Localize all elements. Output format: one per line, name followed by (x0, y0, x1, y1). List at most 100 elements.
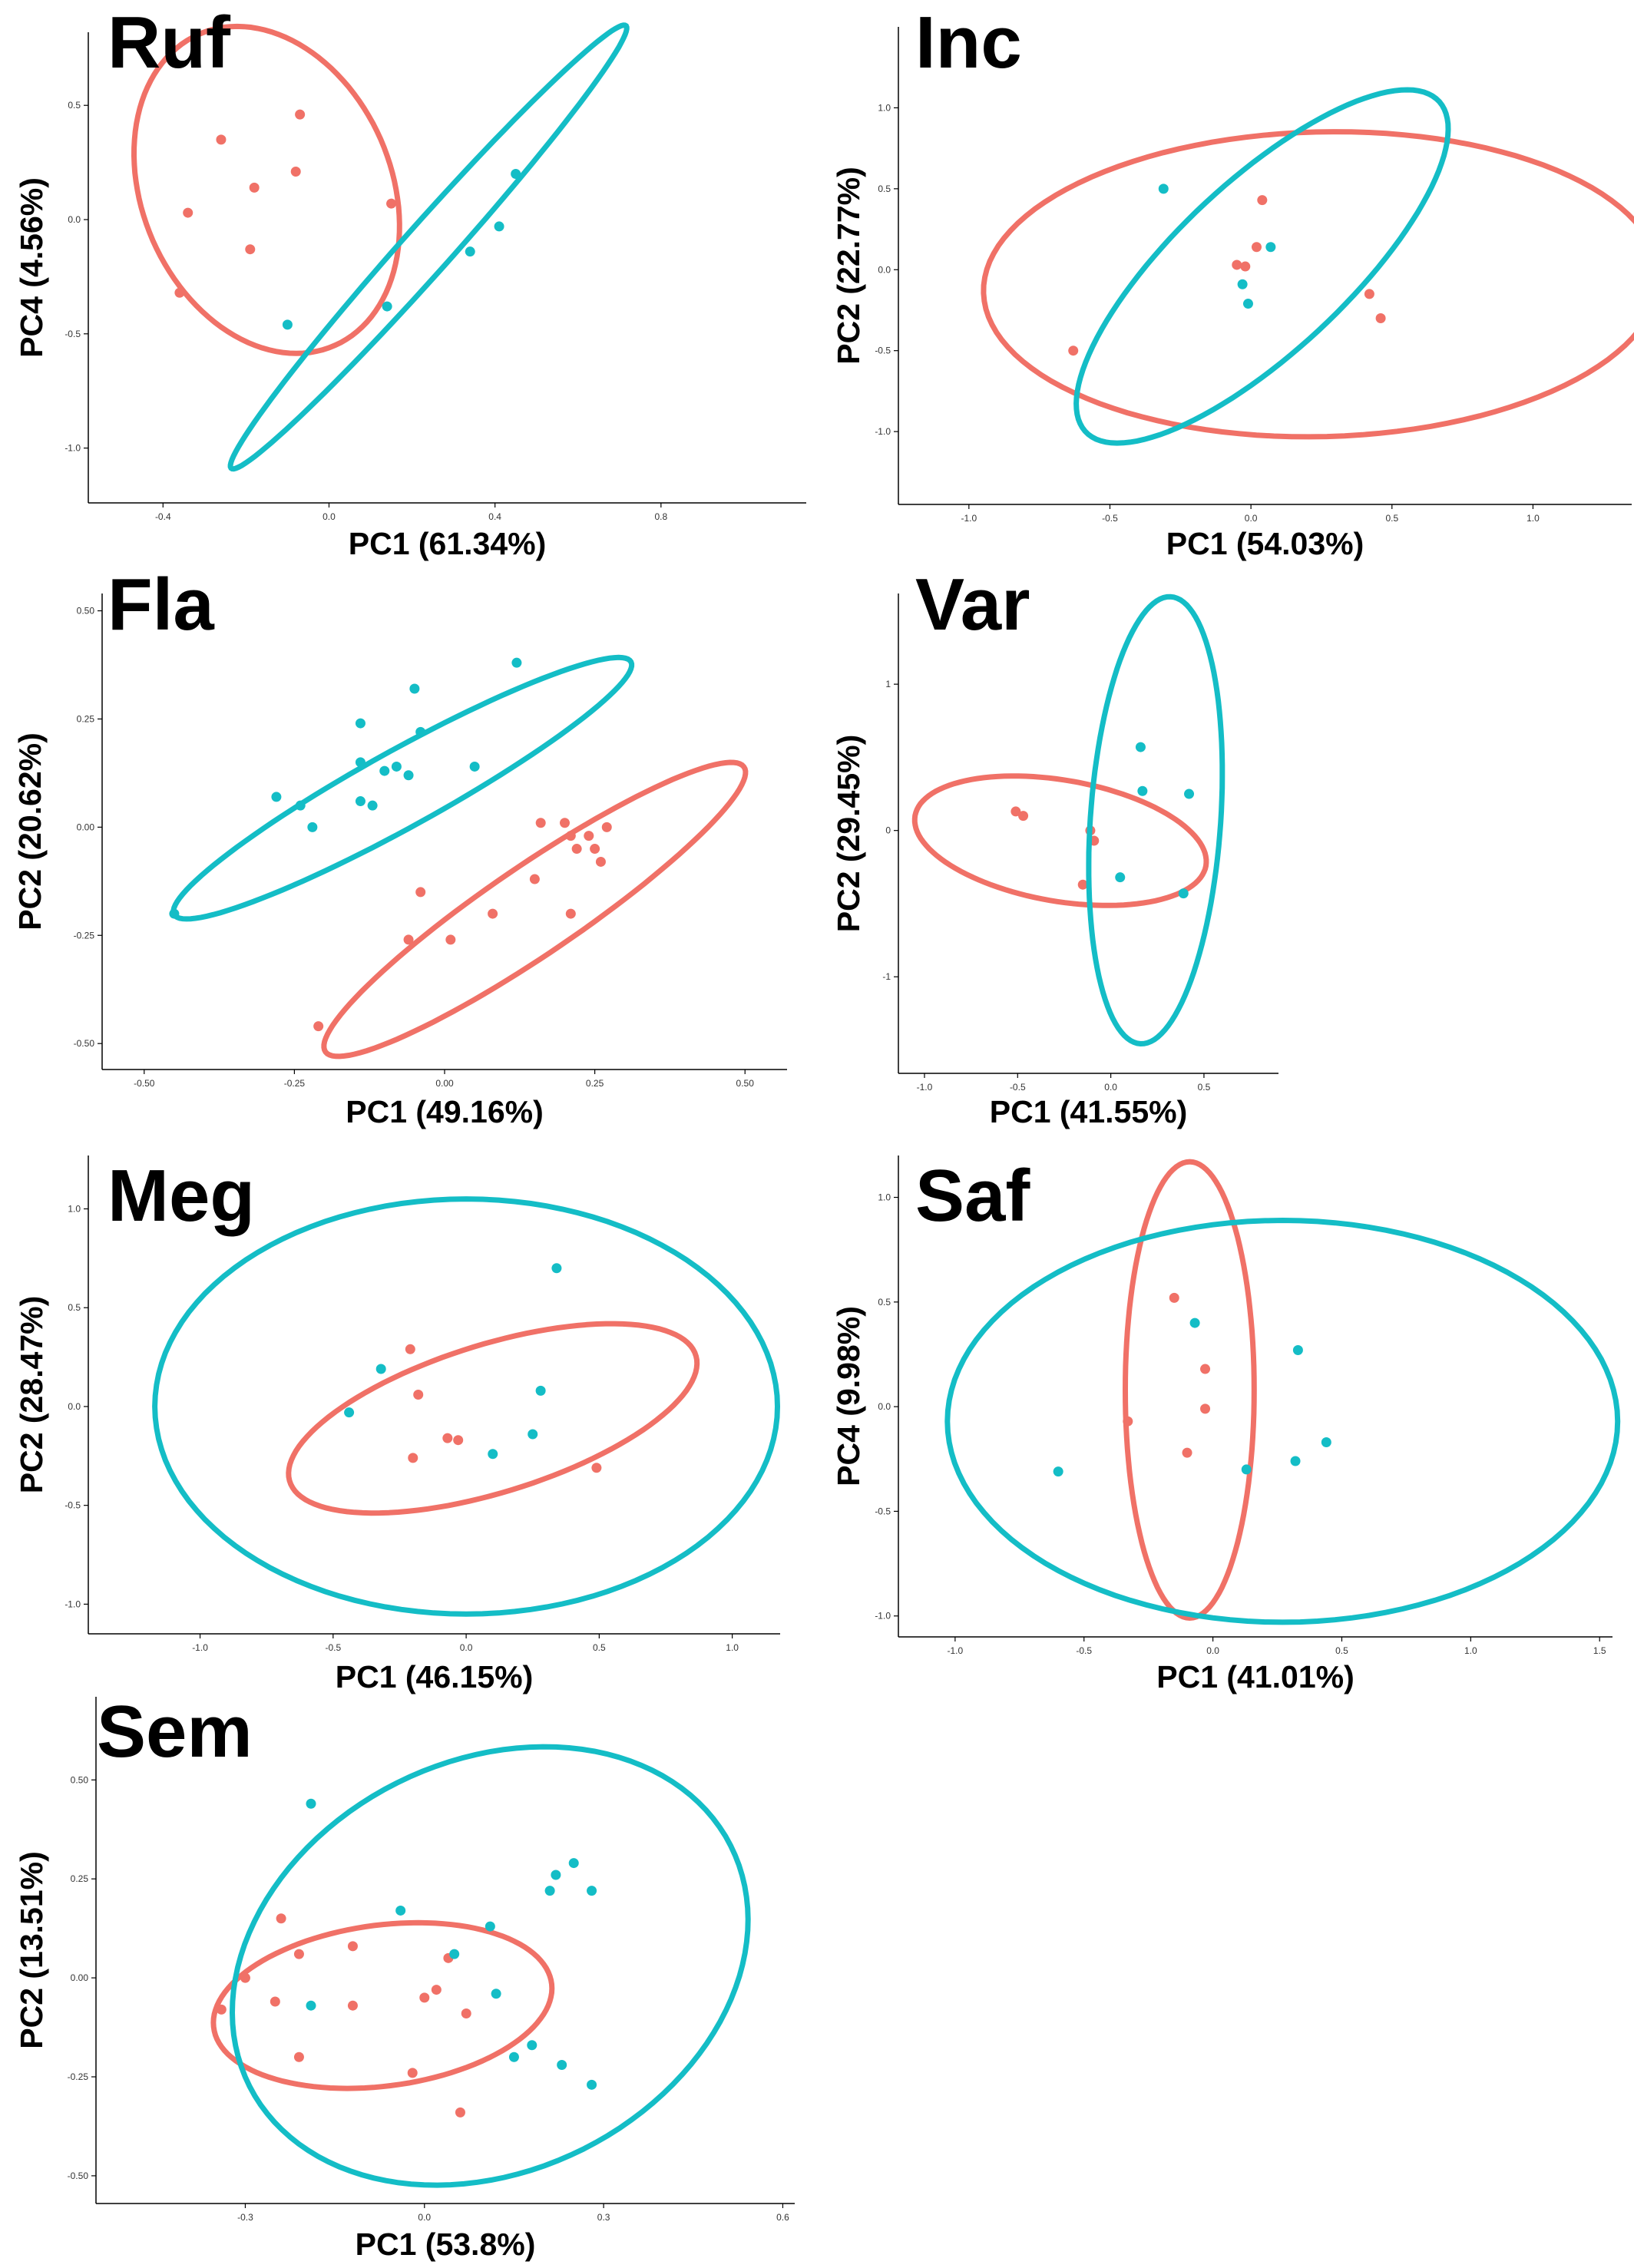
y-tick-label: 1.0 (68, 1204, 81, 1215)
data-point (584, 831, 594, 841)
data-point (1158, 183, 1169, 194)
data-point (391, 761, 402, 772)
x-tick-label: 0.0 (1104, 1082, 1117, 1093)
y-tick-label: -0.5 (875, 1506, 891, 1516)
data-point (1123, 1416, 1133, 1427)
data-point (403, 770, 414, 781)
data-point (485, 1921, 495, 1932)
x-tick-label: 0.4 (488, 511, 501, 522)
data-point (174, 287, 185, 298)
panel-title: Fla (108, 564, 214, 646)
x-tick-label: 0.0 (418, 2212, 431, 2223)
data-point (1257, 195, 1268, 206)
data-point (544, 1886, 555, 1896)
data-point (568, 1858, 579, 1869)
y-tick-label: -1 (882, 971, 891, 982)
x-tick-label: -0.4 (155, 511, 171, 522)
data-point (431, 1985, 442, 1995)
y-tick-label: 1.0 (878, 102, 891, 113)
data-point (344, 1407, 355, 1418)
x-tick-label: -1.0 (917, 1082, 933, 1093)
data-point (403, 934, 414, 945)
data-point (1321, 1437, 1331, 1447)
y-tick-label: 0.5 (68, 100, 81, 111)
y-axis-title: PC2 (28.47%) (14, 1296, 49, 1494)
x-tick-label: 0.50 (736, 1078, 755, 1089)
x-tick-label: 0.25 (586, 1078, 604, 1089)
y-tick-label: 0.00 (77, 822, 95, 832)
y-tick-label: -1.0 (64, 1599, 81, 1609)
data-point (306, 1798, 316, 1809)
y-tick-label: 0.0 (68, 1401, 81, 1412)
panel-title: Inc (915, 2, 1022, 84)
y-tick-label: 0.50 (71, 1774, 89, 1785)
x-axis-title: PC1 (46.15%) (336, 1659, 534, 1694)
data-point (535, 818, 546, 828)
data-point (590, 844, 600, 855)
data-point (551, 1263, 562, 1274)
x-tick-label: 1.0 (726, 1642, 739, 1653)
data-point (382, 301, 392, 312)
data-point (1011, 806, 1021, 817)
data-point (1241, 1464, 1252, 1475)
y-tick-label: 1.0 (878, 1192, 891, 1203)
data-point (1182, 1447, 1192, 1458)
data-point (465, 246, 475, 257)
data-point (347, 1941, 358, 1952)
data-point (1018, 811, 1029, 822)
data-point (565, 908, 576, 919)
y-tick-label: -0.5 (64, 1500, 81, 1511)
data-point (249, 182, 260, 193)
y-tick-label: 0.00 (71, 1972, 89, 1983)
data-point (1375, 313, 1386, 324)
data-point (461, 2008, 471, 2018)
confidence-ellipse (152, 1196, 781, 1617)
data-point (535, 1385, 546, 1396)
x-tick-label: 0.0 (322, 511, 336, 522)
x-tick-label: -0.5 (1102, 513, 1118, 524)
x-tick-label: -1.0 (192, 1642, 208, 1653)
data-point (488, 908, 498, 919)
confidence-ellipse (944, 1217, 1621, 1625)
y-axis-title: PC2 (20.62%) (12, 732, 48, 931)
chart-panel-meg: -1.0 -0.5 0.0 0.5 1.0 -1.0 -0.5 0.0 0.5 1.0 Meg PC1… (14, 1155, 781, 1694)
confidence-ellipse (1073, 87, 1451, 446)
data-point (379, 765, 390, 776)
y-axis-title: PC4 (9.98%) (831, 1306, 866, 1486)
panel-title: Ruf (108, 2, 231, 84)
x-tick-label: -0.5 (1076, 1645, 1092, 1656)
data-point (293, 2051, 304, 2062)
x-axis-title: PC1 (49.16%) (346, 1094, 544, 1129)
data-point (169, 908, 180, 919)
data-point (306, 2000, 316, 2011)
y-tick-label: 1 (885, 679, 891, 689)
data-point (1364, 289, 1374, 299)
x-tick-label: 0.5 (593, 1642, 606, 1653)
x-tick-label: -0.5 (325, 1642, 341, 1653)
data-point (355, 718, 366, 729)
data-point (270, 1996, 280, 2007)
data-point (1115, 872, 1126, 883)
x-axis-title: PC1 (54.03%) (1166, 526, 1364, 561)
data-point (1053, 1466, 1063, 1477)
data-point (1137, 785, 1148, 796)
data-point (1292, 1345, 1303, 1356)
y-tick-label: -0.25 (74, 930, 95, 941)
data-point (1068, 345, 1079, 356)
data-point (375, 1364, 386, 1374)
data-point (511, 168, 521, 179)
confidence-ellipse (227, 22, 630, 472)
chart-panel-sem: -0.3 0.0 0.3 0.6 -0.50 -0.25 0.00 0.25 0.50 Sem PC… (14, 1691, 795, 2262)
data-point (216, 134, 227, 145)
data-point (1184, 789, 1195, 799)
data-point (409, 683, 420, 694)
x-tick-label: 1.5 (1593, 1645, 1606, 1656)
x-tick-label: -1.0 (948, 1645, 964, 1656)
x-axis-title: PC1 (53.8%) (356, 2227, 536, 2262)
data-point (415, 887, 426, 898)
data-point (527, 2040, 538, 2051)
data-point (1189, 1317, 1200, 1328)
data-point (1265, 242, 1276, 253)
confidence-ellipse (321, 759, 749, 1060)
